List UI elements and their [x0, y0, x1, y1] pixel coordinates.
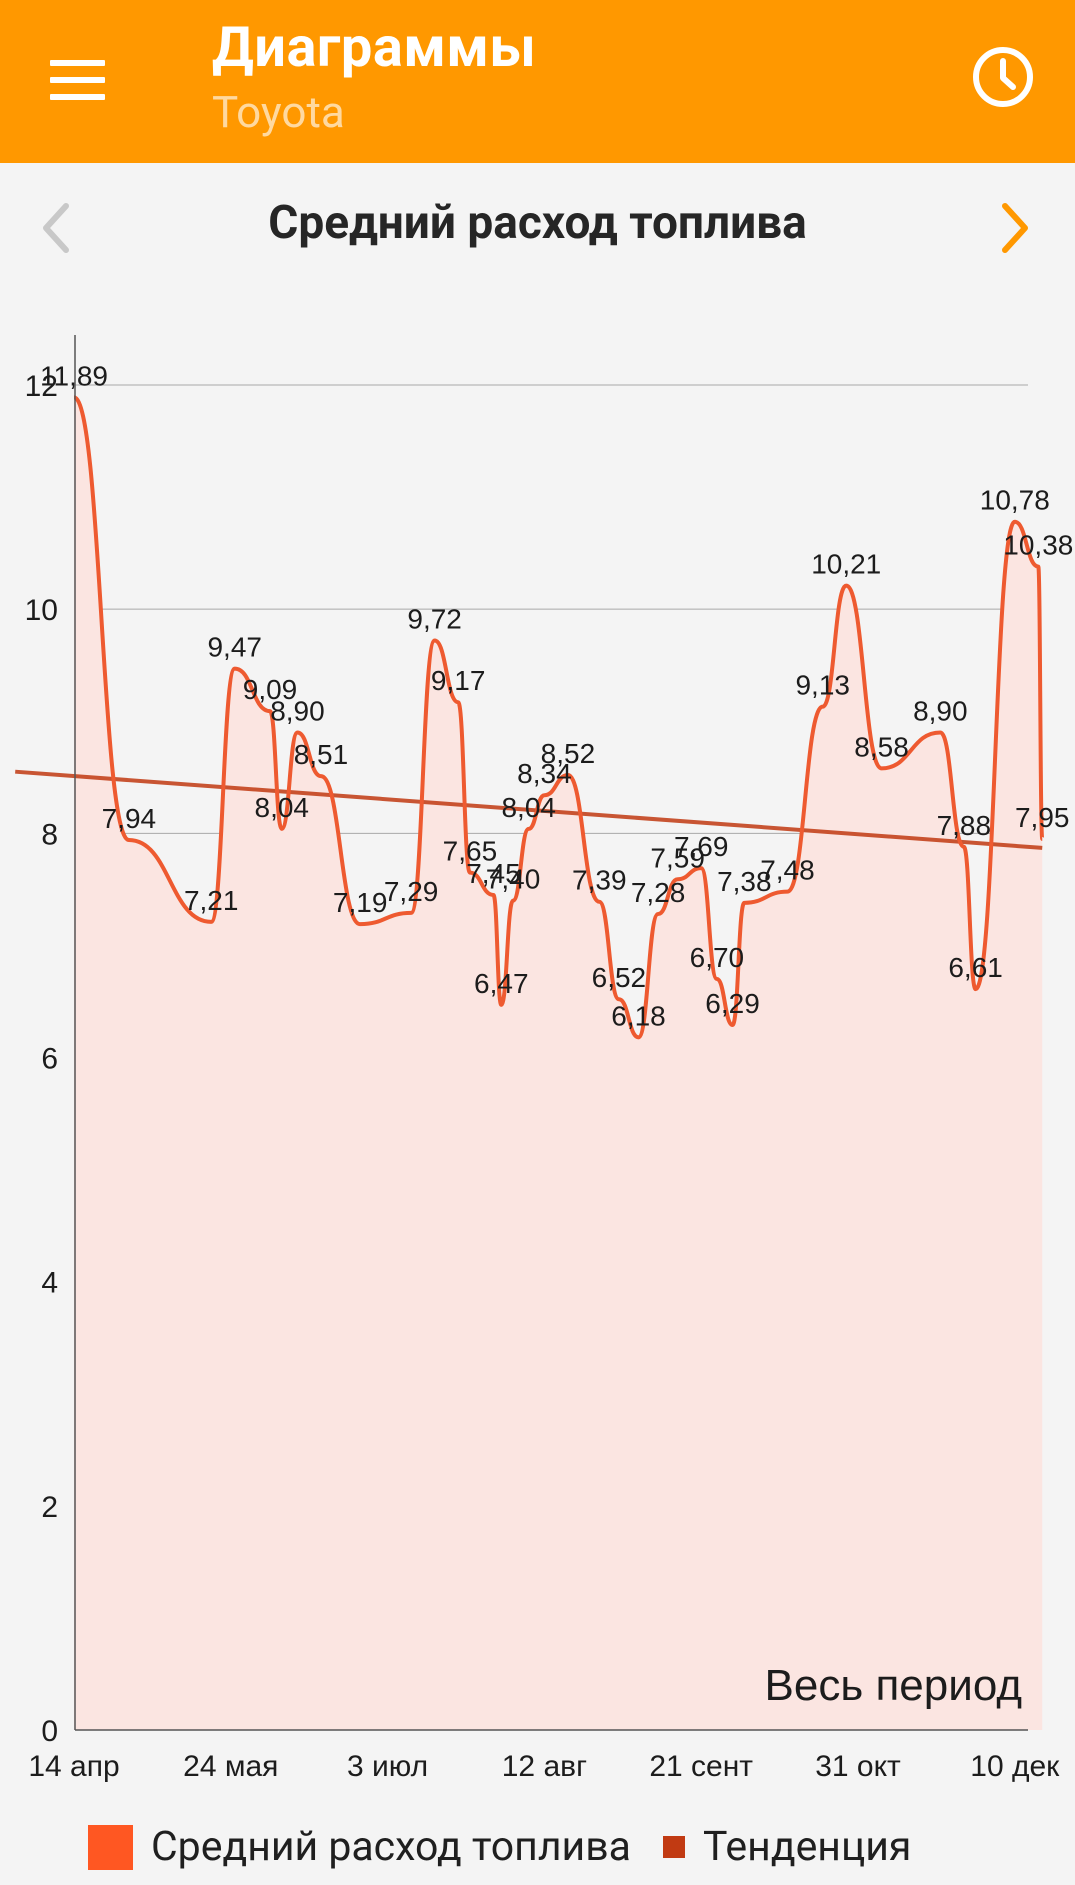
x-tick-label: 10 дек: [970, 1750, 1060, 1783]
data-label: 7,95: [1015, 802, 1070, 833]
chevron-left-icon[interactable]: [36, 200, 76, 256]
fuel-consumption-chart: 11,897,947,219,479,098,048,908,517,197,2…: [15, 335, 1073, 1783]
legend-label-trend: Тенденция: [702, 1823, 912, 1871]
y-tick-label: 10: [25, 594, 58, 627]
data-label: 11,89: [40, 360, 108, 391]
data-label: 7,69: [674, 831, 729, 862]
data-label: 7,19: [333, 887, 388, 918]
x-tick-label: 31 окт: [815, 1750, 901, 1783]
data-label: 6,47: [474, 968, 529, 999]
data-label: 7,45: [466, 858, 521, 889]
app-bar: Диаграммы Toyota: [0, 0, 1075, 163]
x-tick-label: 14 апр: [28, 1750, 119, 1783]
x-tick-label: 12 авг: [502, 1750, 587, 1783]
hamburger-menu-icon[interactable]: [44, 52, 114, 112]
data-label: 8,34: [517, 758, 572, 789]
data-label: 9,09: [243, 674, 298, 705]
data-label: 6,29: [705, 988, 760, 1019]
data-label: 7,40: [486, 864, 541, 895]
data-label: 7,29: [384, 876, 439, 907]
data-label: 7,94: [102, 803, 157, 834]
legend-label-series: Средний расход топлива: [151, 1823, 631, 1871]
data-label: 10,21: [811, 549, 881, 580]
y-tick-label: 6: [41, 1043, 58, 1076]
clock-icon[interactable]: [970, 44, 1036, 110]
data-labels: 11,897,947,219,479,098,048,908,517,197,2…: [40, 360, 1073, 1031]
series-area-fill: [74, 397, 1043, 1731]
chevron-right-icon[interactable]: [995, 200, 1035, 256]
axes: 0 2 4 6 8 10 12 14 апр 24 мая 3 июл 12 авг 21 сент 3…: [25, 335, 1060, 1783]
data-label: 8,52: [541, 738, 596, 769]
y-tick-label: 12: [25, 370, 58, 403]
trend-line: [15, 769, 1043, 850]
data-label: 9,72: [407, 604, 462, 635]
y-tick-label: 4: [41, 1267, 58, 1300]
data-label: 7,59: [650, 842, 705, 873]
data-label: 6,70: [690, 942, 745, 973]
series-line: [72, 395, 1045, 1040]
app-title: Диаграммы: [212, 14, 537, 80]
data-label: 6,18: [611, 1000, 666, 1031]
data-label: 7,28: [631, 877, 686, 908]
y-tick-label: 8: [41, 818, 58, 851]
chart-legend: Средний расход топлива Тенденция: [88, 1822, 911, 1872]
data-label: 7,88: [937, 810, 992, 841]
data-label: 10,38: [1003, 530, 1073, 561]
data-label: 9,13: [795, 670, 850, 701]
data-label: 10,78: [980, 485, 1050, 516]
data-label: 7,48: [760, 855, 815, 886]
x-tick-label: 21 сент: [649, 1750, 753, 1783]
x-tick-label: 3 июл: [347, 1750, 428, 1783]
data-label: 8,04: [255, 792, 310, 823]
data-label: 7,38: [717, 866, 772, 897]
y-tick-label: 0: [41, 1715, 58, 1748]
x-tick-label: 24 мая: [183, 1750, 278, 1783]
data-label: 9,47: [207, 632, 262, 663]
data-label: 6,52: [592, 962, 647, 993]
y-tick-label: 2: [41, 1491, 58, 1524]
app-subtitle: Toyota: [212, 86, 345, 138]
data-label: 8,04: [501, 792, 556, 823]
period-label: Весь период: [765, 1661, 1023, 1710]
legend-swatch-series: [88, 1824, 133, 1870]
data-label: 7,21: [184, 885, 239, 916]
data-label: 7,65: [443, 836, 498, 867]
trend-line-path: [15, 769, 1043, 850]
chart-title: Средний расход топлива: [268, 196, 807, 250]
data-label: 8,51: [294, 739, 349, 770]
legend-swatch-trend: [662, 1836, 685, 1858]
data-label: 9,17: [431, 665, 486, 696]
data-label: 8,58: [854, 731, 909, 762]
data-label: 8,90: [270, 695, 325, 726]
data-label: 8,90: [913, 695, 968, 726]
data-label: 6,61: [948, 952, 1003, 983]
data-label: 7,39: [572, 865, 627, 896]
series-line-path: [72, 395, 1045, 1040]
series-area: [74, 397, 1043, 1731]
